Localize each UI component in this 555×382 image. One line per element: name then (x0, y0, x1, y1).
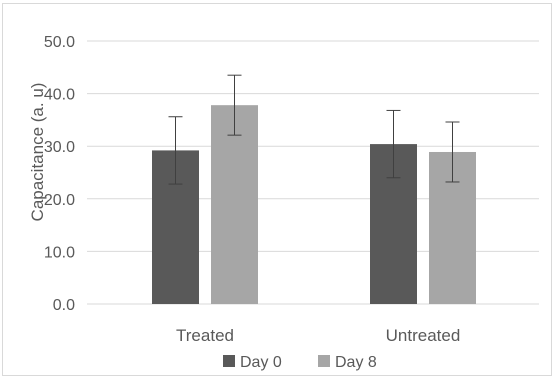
y-tick-label: 30.0 (44, 139, 75, 156)
bars (152, 105, 476, 304)
y-tick-label: 40.0 (44, 87, 75, 104)
legend-label-day-8: Day 8 (335, 354, 377, 371)
y-axis-title: Capacitance (a. u) (28, 83, 47, 222)
chart-frame: 0.0 10.0 20.0 30.0 40.0 50.0 Treated Untreated … (2, 3, 552, 376)
legend: Day 0 Day 8 (223, 354, 377, 371)
error-bars (168, 74, 460, 185)
axes: 0.0 10.0 20.0 30.0 40.0 50.0 Treated Untreated (44, 34, 460, 345)
y-tick-label: 50.0 (44, 34, 75, 51)
legend-swatch-day-0 (223, 355, 235, 367)
legend-label-day-0: Day 0 (240, 354, 282, 371)
x-tick-label: Treated (176, 326, 234, 345)
legend-swatch-day-8 (318, 355, 330, 367)
y-tick-label: 20.0 (44, 192, 75, 209)
y-tick-label: 0.0 (53, 297, 75, 314)
x-tick-label: Untreated (386, 326, 461, 345)
bar-day-8-treated (211, 105, 258, 304)
y-tick-label: 10.0 (44, 244, 75, 261)
